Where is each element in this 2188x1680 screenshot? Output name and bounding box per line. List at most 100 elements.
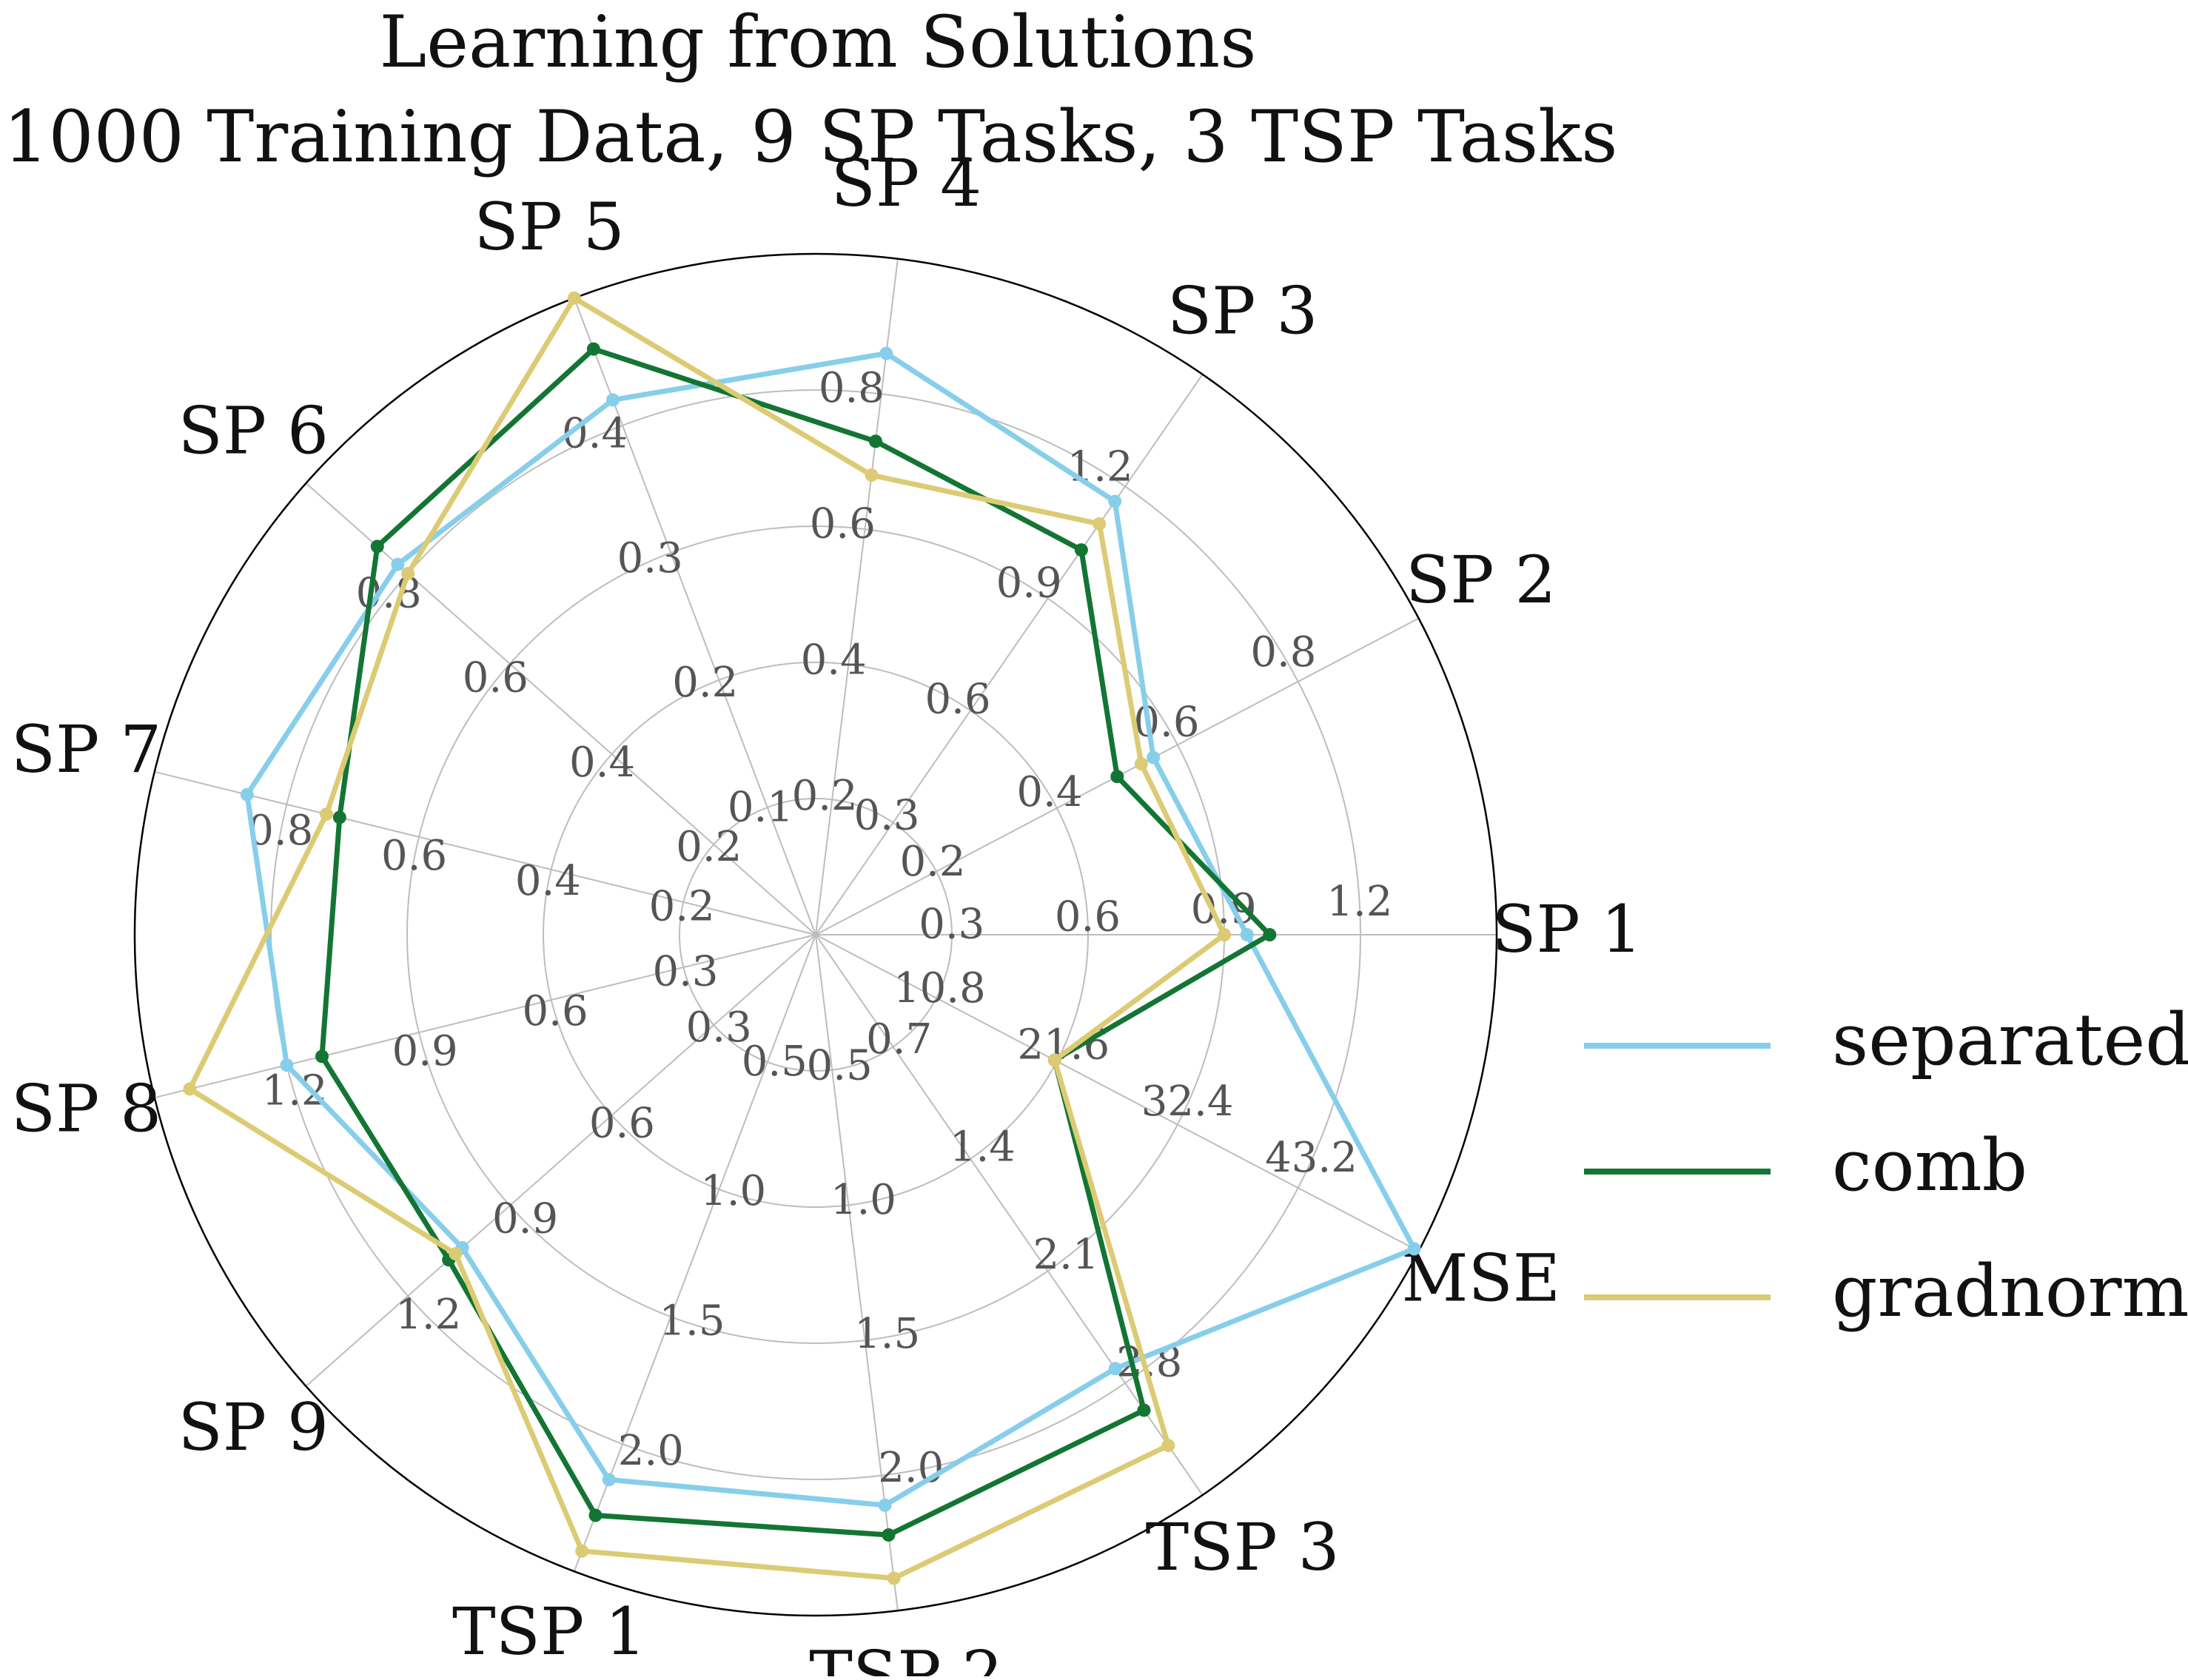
tick-label: 0.9 — [392, 1027, 458, 1075]
spoke-tsp-1 — [573, 934, 816, 1572]
data-point — [605, 393, 620, 407]
data-point — [882, 1528, 896, 1542]
axis-label: SP 6 — [178, 393, 329, 469]
tick-label: 0.1 — [728, 783, 793, 831]
data-point — [370, 540, 384, 554]
data-point — [1161, 1439, 1175, 1453]
tick-label: 2.0 — [618, 1427, 684, 1475]
tick-label: 1.4 — [950, 1123, 1016, 1171]
spoke-sp-9 — [305, 934, 816, 1387]
tick-label: 0.3 — [653, 947, 719, 995]
data-point — [391, 557, 405, 571]
data-point — [602, 1473, 616, 1487]
data-point — [879, 346, 893, 360]
tick-label: 0.5 — [807, 1042, 873, 1090]
grid — [133, 252, 1498, 1617]
tick-label: 0.3 — [686, 1004, 752, 1052]
axis-label: TSP 2 — [809, 1636, 1003, 1676]
tick-label: 0.8 — [819, 364, 885, 412]
tick-label: 0.2 — [672, 659, 738, 707]
tick-label: 1.2 — [395, 1291, 461, 1339]
tick-label: 0.6 — [589, 1099, 655, 1147]
data-point — [1047, 1053, 1061, 1067]
tick-label: 0.6 — [925, 676, 991, 724]
axis-labels: SP 1 SP 2 SP 3 SP 4 SP 5 SP 6 SP 7 SP 8 SP 9 TSP … — [11, 145, 1642, 1680]
tick-label: 1.2 — [1067, 443, 1133, 491]
series-line — [187, 295, 1227, 1581]
data-point — [1108, 1362, 1122, 1376]
axis-label: SP 3 — [1167, 272, 1318, 349]
data-point — [401, 566, 415, 580]
tick-label: 0.7 — [866, 1015, 932, 1064]
tick-label: 0.4 — [1016, 768, 1082, 816]
legend-label: comb — [1832, 1124, 2027, 1207]
tick-label: 0.3 — [854, 792, 920, 840]
spoke-sp-4 — [815, 258, 899, 935]
data-point — [1407, 1242, 1421, 1256]
tick-label: 0.8 — [247, 807, 313, 855]
data-point — [1108, 494, 1122, 508]
axis-label: SP 2 — [1406, 542, 1556, 618]
axis-label: SP 9 — [178, 1389, 329, 1465]
tick-label: 1.5 — [659, 1297, 725, 1345]
data-point — [332, 810, 346, 824]
spoke-sp-8 — [154, 934, 816, 1099]
tick-label: 0.4 — [569, 739, 635, 787]
data-point — [586, 342, 600, 356]
data-point — [575, 1544, 589, 1558]
axis-label: TSP 3 — [1146, 1509, 1340, 1585]
legend-label: gradnorm — [1832, 1250, 2188, 1333]
tick-label: 0.2 — [676, 823, 742, 871]
tick-label: 0.3 — [617, 534, 683, 582]
tick-label: 0.6 — [810, 500, 876, 548]
data-point — [865, 468, 879, 482]
tick-label: 2.1 — [1033, 1231, 1099, 1279]
tick-label: 0.9 — [996, 560, 1062, 608]
tick-label: 43.2 — [1265, 1134, 1358, 1182]
tick-label: 0.6 — [1055, 893, 1121, 941]
tick-label: 0.6 — [523, 987, 588, 1035]
tick-label: 1.0 — [830, 1176, 896, 1224]
tick-label: 0.4 — [515, 857, 581, 905]
spoke-sp-7 — [154, 770, 816, 935]
tick-labels: 0.3 0.6 0.9 1.20.20.40.60.80.30.60.91.20.20… — [247, 364, 1392, 1492]
data-point — [588, 1508, 603, 1522]
tick-label: 1.5 — [854, 1310, 920, 1358]
data-point — [1134, 757, 1148, 771]
data-point — [315, 1049, 329, 1064]
data-point — [1240, 928, 1254, 941]
data-point — [1137, 1403, 1151, 1417]
data-point — [567, 291, 581, 305]
legend-label: separated — [1832, 998, 2188, 1081]
tick-label: 0.4 — [562, 410, 628, 458]
chart-title: Learning from Solutions — [379, 1, 1256, 84]
tick-label: 0.3 — [919, 900, 984, 948]
tick-label: 0.8 — [1250, 628, 1316, 676]
spoke-tsp-2 — [815, 934, 899, 1611]
data-point — [1093, 517, 1107, 531]
outer-ring — [133, 252, 1498, 1617]
data-point — [878, 1498, 892, 1512]
axis-label: SP 4 — [831, 145, 981, 221]
axis-label: TSP 1 — [452, 1593, 646, 1670]
data-point — [1218, 928, 1231, 941]
axis-label: SP 5 — [474, 189, 624, 265]
legend: separated comb gradnorm — [1584, 998, 2188, 1333]
tick-label: 0.9 — [492, 1195, 558, 1243]
data-point — [1147, 750, 1161, 765]
data-point — [1074, 543, 1088, 557]
spoke-sp-6 — [305, 483, 816, 935]
data-point — [887, 1571, 901, 1585]
tick-label: 2.0 — [878, 1444, 944, 1492]
tick-label: 0.2 — [649, 882, 715, 930]
tick-label: 10.8 — [893, 964, 986, 1012]
data-point — [1263, 928, 1277, 941]
tick-label: 0.6 — [463, 654, 528, 702]
data-point — [183, 1082, 197, 1096]
tick-label: 0.6 — [381, 832, 447, 880]
tick-label: 0.4 — [801, 636, 867, 684]
series-comb — [315, 342, 1277, 1542]
tick-label: 0.2 — [899, 838, 965, 886]
data-point — [1110, 770, 1124, 784]
